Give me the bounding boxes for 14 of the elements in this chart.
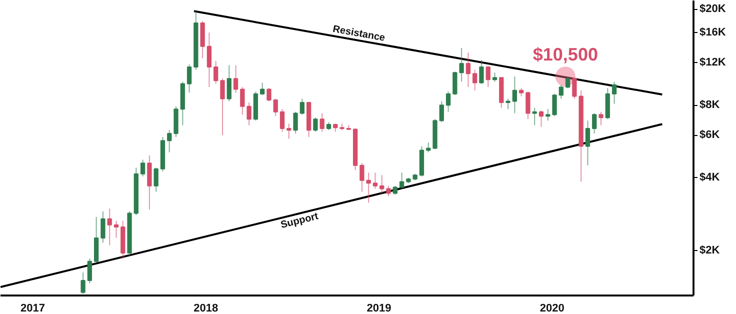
x-tick-label: 2019 <box>366 302 392 314</box>
text: Support <box>280 210 320 231</box>
annotation: $10,500 <box>532 44 598 65</box>
y-tick-label: $12K <box>700 56 726 69</box>
text: Resistance <box>332 24 386 44</box>
x-tick-label: 2020 <box>540 302 564 314</box>
y-tick-label: $2K <box>700 244 720 256</box>
y-tick-label: $16K <box>700 26 726 38</box>
y-tick-label: $20K <box>700 3 726 16</box>
x-tick-label: 2017 <box>20 302 46 314</box>
x-tick-label: 2018 <box>194 302 218 314</box>
y-tick-label: $4K <box>700 172 720 184</box>
y-tick-label: $6K <box>700 129 720 142</box>
y-tick-label: $8K <box>700 99 720 112</box>
